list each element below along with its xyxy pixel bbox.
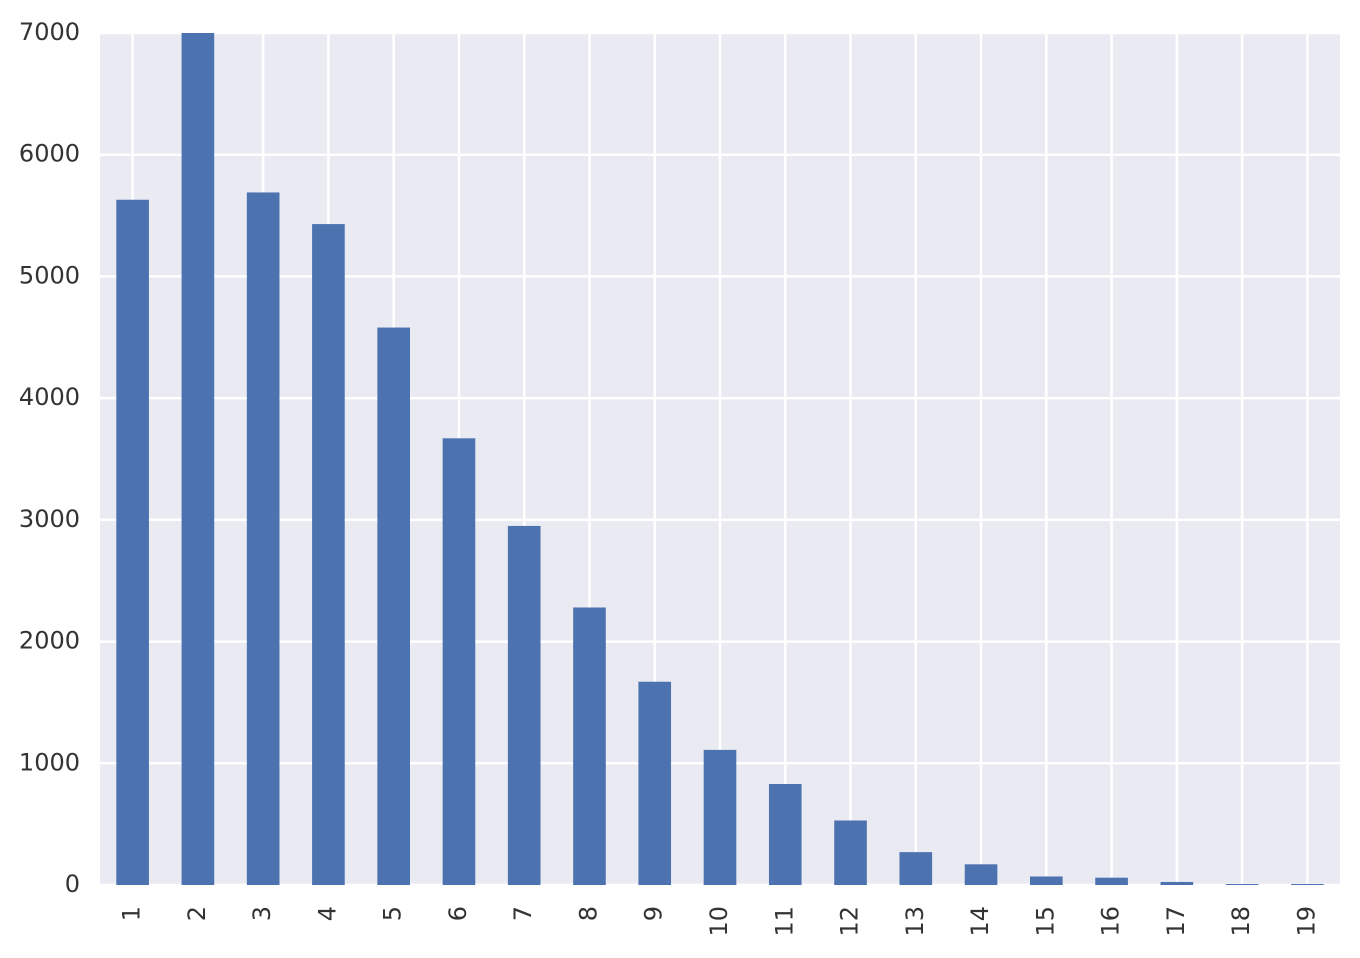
x-tick-label: 11 bbox=[770, 906, 798, 937]
x-tick-label: 13 bbox=[901, 906, 929, 937]
bar bbox=[442, 438, 476, 885]
y-tick-label: 0 bbox=[65, 870, 80, 898]
x-tick-label: 14 bbox=[966, 906, 994, 937]
y-tick-label: 4000 bbox=[19, 383, 80, 411]
bar bbox=[1291, 884, 1324, 885]
x-tick-label: 15 bbox=[1031, 906, 1059, 937]
x-tick-label: 2 bbox=[183, 906, 211, 921]
y-tick-label: 2000 bbox=[19, 627, 80, 655]
bar bbox=[1225, 884, 1259, 885]
bar bbox=[834, 820, 867, 885]
bar bbox=[1095, 877, 1128, 885]
x-tick-label: 4 bbox=[313, 906, 341, 921]
x-tick-label: 16 bbox=[1097, 906, 1125, 937]
x-tick-label: 17 bbox=[1162, 906, 1190, 937]
bar bbox=[181, 33, 215, 885]
bar bbox=[768, 783, 802, 885]
x-tick-label: 10 bbox=[705, 906, 733, 937]
bar bbox=[1030, 876, 1063, 885]
x-tick-label: 9 bbox=[640, 906, 668, 921]
y-tick-label: 6000 bbox=[19, 140, 80, 168]
x-tick-label: 12 bbox=[836, 906, 864, 937]
x-tick-label: 1 bbox=[118, 906, 146, 921]
x-tick-label: 6 bbox=[444, 906, 472, 921]
bar bbox=[507, 525, 541, 885]
x-tick-label: 3 bbox=[248, 906, 276, 921]
x-tick-label: 7 bbox=[509, 906, 537, 921]
bar bbox=[573, 607, 606, 885]
bar bbox=[964, 864, 998, 885]
bar bbox=[899, 852, 933, 885]
x-tick-label: 18 bbox=[1227, 906, 1255, 937]
y-tick-label: 7000 bbox=[19, 18, 80, 46]
bar bbox=[246, 192, 280, 886]
x-tick-label: 8 bbox=[574, 906, 602, 921]
bar bbox=[1160, 881, 1194, 885]
bar bbox=[116, 199, 149, 886]
bar bbox=[312, 224, 345, 885]
x-tick-label: 5 bbox=[379, 906, 407, 921]
bar bbox=[703, 749, 737, 885]
bar bbox=[377, 327, 410, 885]
y-tick-label: 1000 bbox=[19, 748, 80, 776]
bar bbox=[638, 681, 672, 885]
x-tick-label: 19 bbox=[1292, 906, 1320, 937]
y-tick-label: 3000 bbox=[19, 505, 80, 533]
y-tick-label: 5000 bbox=[19, 261, 80, 289]
